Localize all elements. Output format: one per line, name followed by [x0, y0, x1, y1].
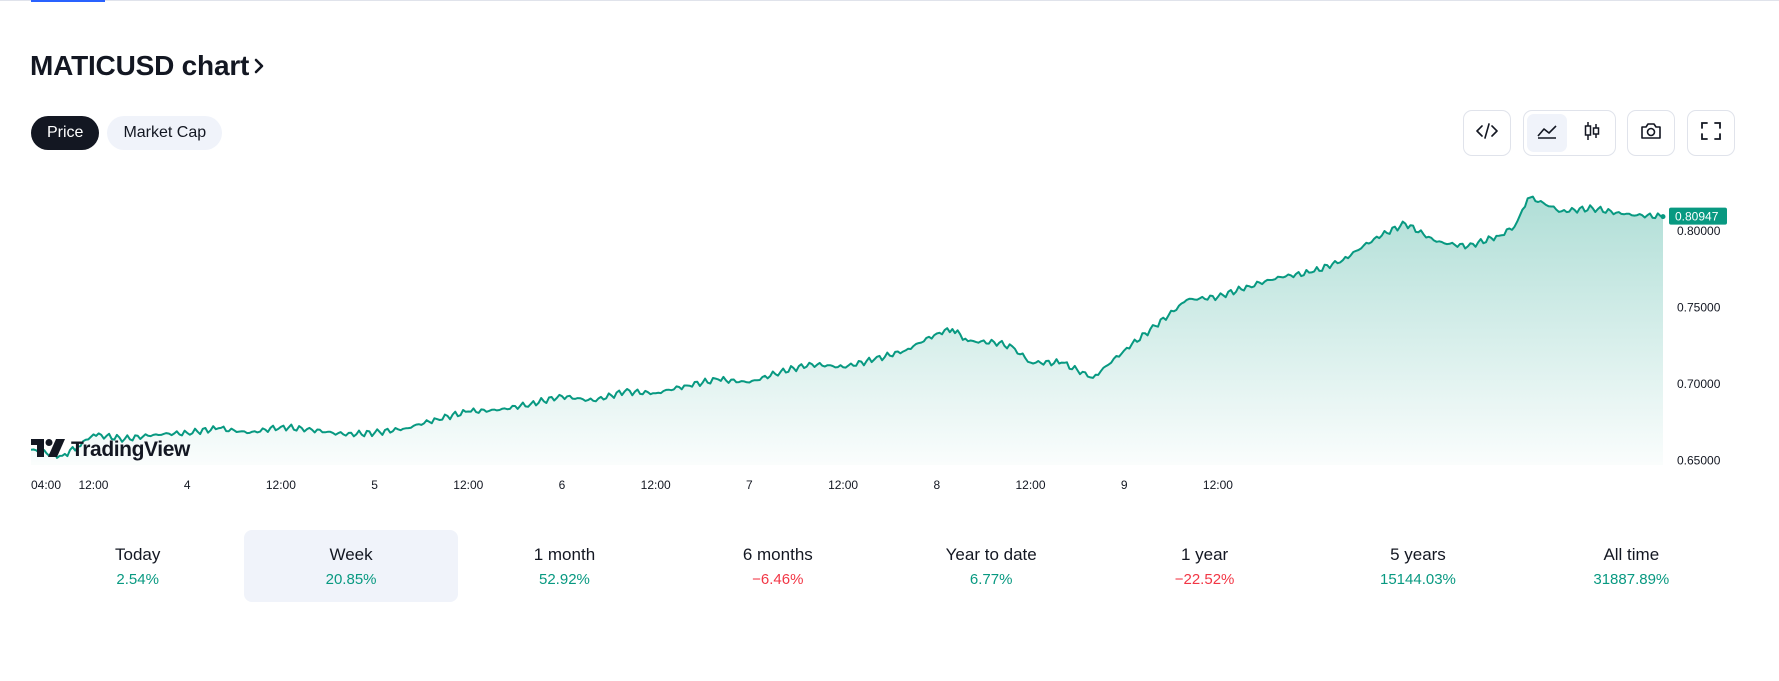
- period-change: −22.52%: [1174, 570, 1235, 588]
- period-change: 6.77%: [969, 570, 1013, 588]
- x-tick-label: 4: [184, 478, 191, 492]
- y-tick-label: 0.65000: [1677, 453, 1721, 467]
- chevron-right-icon: [253, 57, 265, 80]
- price-area-fill: [31, 196, 1663, 465]
- x-tick-label: 12:00: [1015, 478, 1045, 492]
- period-5-years[interactable]: 5 years 15144.03%: [1311, 530, 1524, 602]
- period-change: 31887.89%: [1593, 570, 1670, 588]
- camera-icon: [1639, 121, 1663, 146]
- fullscreen-icon: [1699, 120, 1723, 147]
- period-change: −6.46%: [752, 570, 804, 588]
- y-tick-label: 0.75000: [1677, 301, 1721, 315]
- period-label: 6 months: [742, 544, 813, 564]
- y-tick-label: 0.70000: [1677, 377, 1721, 391]
- performance-periods: Today 2.54% Week 20.85% 1 month 52.92% 6 mo…: [31, 530, 1738, 602]
- period-1-year[interactable]: 1 year −22.52%: [1098, 530, 1311, 602]
- period-today[interactable]: Today 2.54%: [31, 530, 244, 602]
- active-section-indicator: [31, 0, 105, 2]
- chart-style-switcher: [1523, 110, 1616, 156]
- x-tick-label: 12:00: [78, 478, 108, 492]
- x-tick-label: 12:00: [266, 478, 296, 492]
- tab-market-cap[interactable]: Market Cap: [107, 116, 223, 150]
- period-change: 20.85%: [325, 570, 377, 588]
- x-tick-label: 12:00: [828, 478, 858, 492]
- last-price-label: 0.80947: [1675, 210, 1719, 224]
- period-change: 2.54%: [116, 570, 159, 588]
- price-line: [30, 195, 1664, 459]
- x-tick-label: 5: [371, 478, 378, 492]
- embed-code-icon: [1475, 121, 1499, 146]
- period-label: Today: [115, 544, 161, 564]
- candlestick-icon: [1580, 120, 1604, 147]
- x-tick-label: 12:00: [1203, 478, 1233, 492]
- x-tick-label: 7: [746, 478, 753, 492]
- period-label: Week: [329, 544, 373, 564]
- period-year-to-date[interactable]: Year to date 6.77%: [885, 530, 1098, 602]
- tradingview-logo-text: TradingView: [71, 438, 190, 461]
- area-chart-button[interactable]: [1527, 114, 1567, 152]
- period-all-time[interactable]: All time 31887.89%: [1525, 530, 1738, 602]
- period-1-month[interactable]: 1 month 52.92%: [458, 530, 671, 602]
- x-tick-label: 12:00: [453, 478, 483, 492]
- tab-price[interactable]: Price: [31, 116, 100, 150]
- tradingview-logo-icon: [31, 438, 65, 462]
- price-chart[interactable]: 0.80000 0.75000 0.70000 0.65000 04:00 12:00 4…: [0, 170, 1779, 510]
- fullscreen-button[interactable]: [1687, 110, 1735, 156]
- period-label: Year to date: [945, 544, 1037, 564]
- x-tick-label: 8: [933, 478, 940, 492]
- period-label: 1 month: [533, 544, 596, 564]
- period-label: All time: [1603, 544, 1660, 564]
- period-change: 52.92%: [539, 570, 590, 588]
- x-tick-label: 04:00: [31, 478, 61, 492]
- period-label: 5 years: [1390, 544, 1446, 564]
- candlestick-button[interactable]: [1572, 114, 1612, 152]
- embed-button[interactable]: [1463, 110, 1511, 156]
- x-tick-label: 9: [1121, 478, 1128, 492]
- chart-title-link[interactable]: MATICUSD chart: [30, 50, 265, 82]
- x-tick-label: 12:00: [641, 478, 671, 492]
- last-price-badge: [1669, 207, 1727, 225]
- tradingview-logo[interactable]: TradingView: [31, 438, 190, 462]
- chart-type-tabs: Price Market Cap: [31, 116, 223, 150]
- period-6-months[interactable]: 6 months −6.46%: [671, 530, 884, 602]
- top-divider: [0, 0, 1779, 1]
- period-label: 1 year: [1180, 544, 1229, 564]
- y-tick-label: 0.80000: [1677, 224, 1721, 238]
- period-change: 15144.03%: [1379, 570, 1456, 588]
- x-tick-label: 6: [559, 478, 566, 492]
- snapshot-button[interactable]: [1627, 110, 1675, 156]
- area-chart-icon: [1535, 121, 1559, 146]
- last-price-dot: [1660, 214, 1666, 220]
- period-week[interactable]: Week 20.85%: [244, 530, 458, 602]
- chart-title: MATICUSD chart: [30, 50, 250, 81]
